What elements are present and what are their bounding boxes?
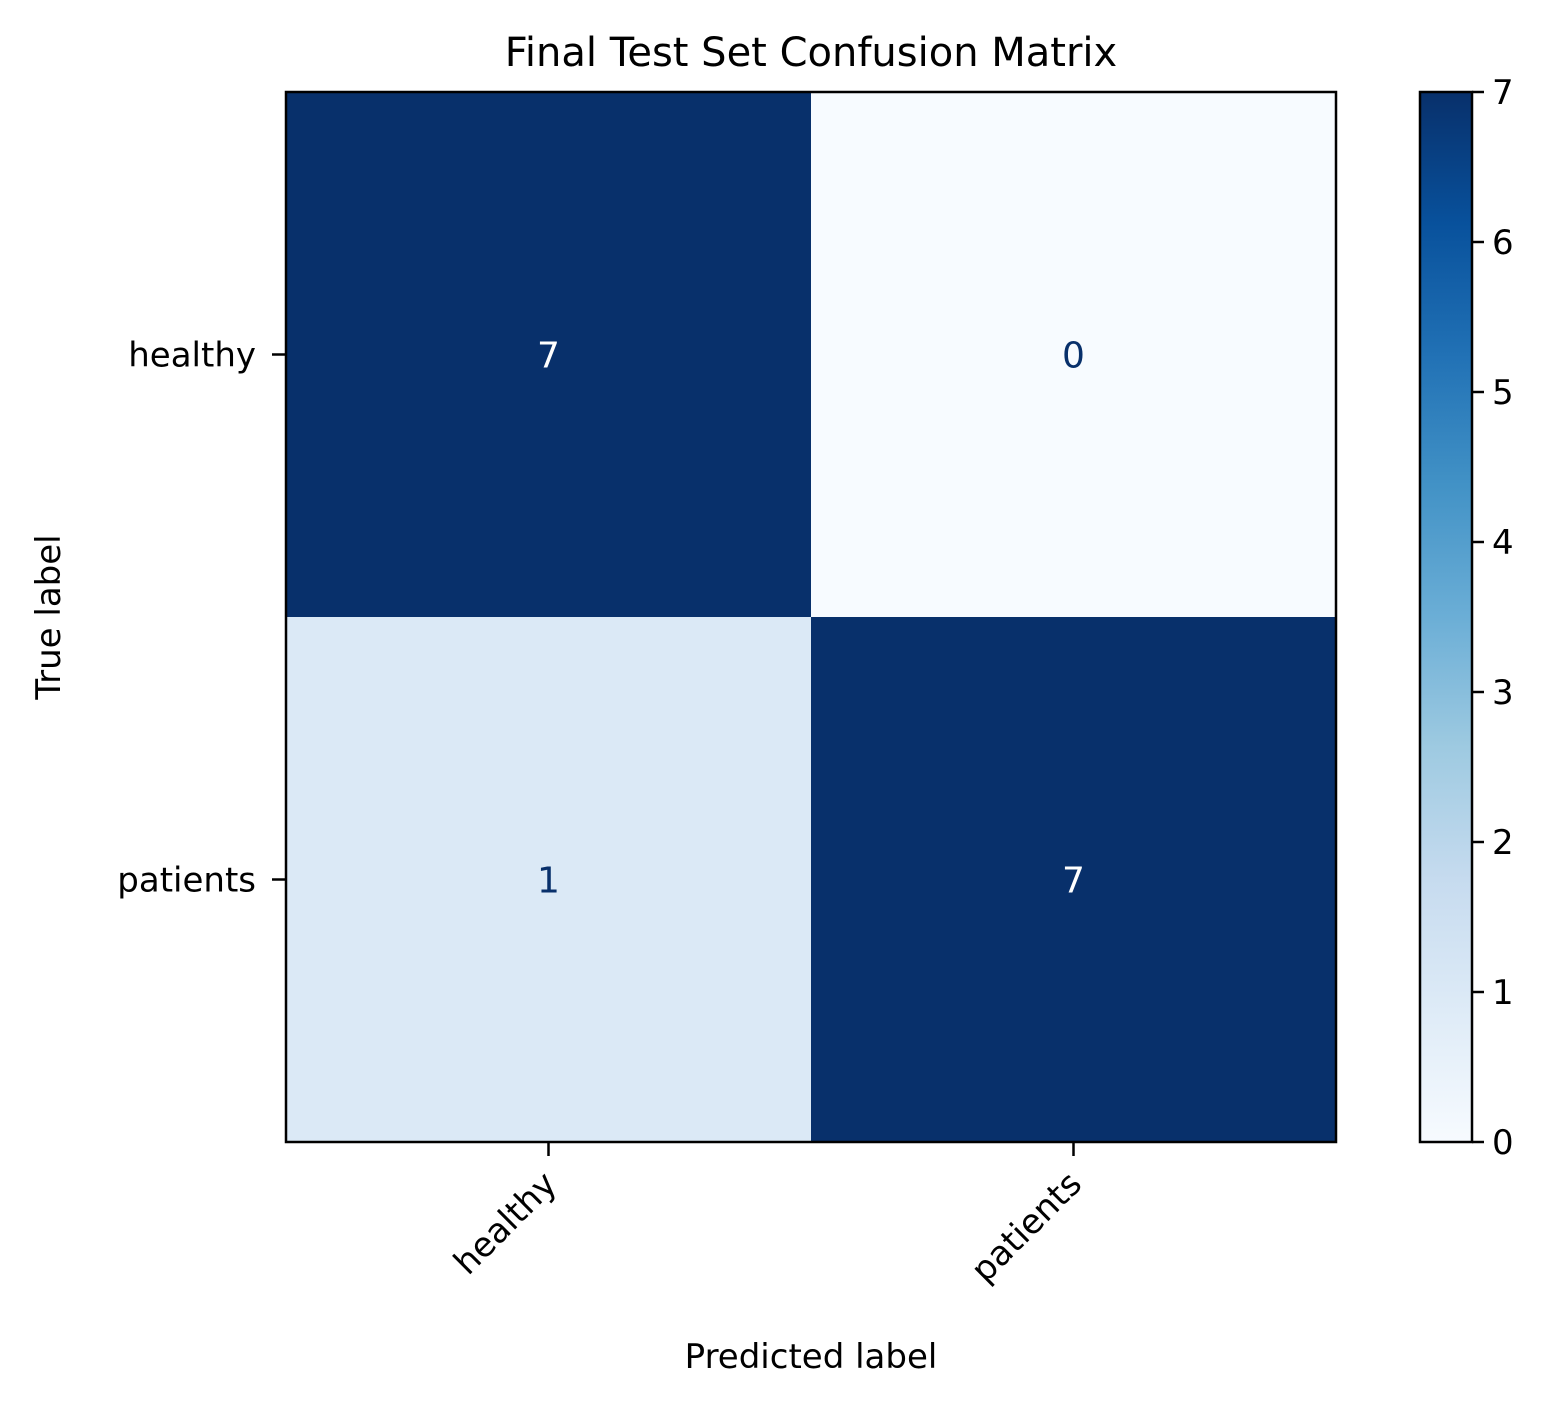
- matrix-cells: [286, 92, 1336, 1142]
- colorbar-ticks: 0 1 2 3 4 5 6 7: [1472, 73, 1514, 1163]
- x-tick-label: healthy: [446, 1164, 565, 1283]
- colorbar-tick-label: 3: [1492, 673, 1514, 713]
- colorbar-tick-label: 0: [1492, 1123, 1514, 1163]
- y-tick-label: patients: [117, 861, 256, 901]
- cell-healthy-healthy: [286, 92, 811, 617]
- x-axis-ticks: healthy patients: [446, 1142, 1090, 1290]
- chart-title: Final Test Set Confusion Matrix: [505, 30, 1117, 76]
- cell-healthy-patients: [811, 92, 1336, 617]
- matrix-frame: [284, 90, 1338, 1144]
- x-axis-label: Predicted label: [685, 1337, 938, 1377]
- y-axis-ticks: healthy patients: [117, 336, 286, 901]
- colorbar-tick-label: 5: [1492, 373, 1514, 413]
- y-tick-label: healthy: [128, 336, 256, 376]
- matrix-cell-labels: 7 0 1 7: [537, 336, 1085, 902]
- colorbar-tick-label: 1: [1492, 973, 1514, 1013]
- cell-value-label: 7: [537, 336, 560, 377]
- cell-patients-healthy: [286, 617, 811, 1142]
- colorbar-tick-label: 2: [1492, 823, 1514, 863]
- colorbar-tick-label: 4: [1492, 523, 1514, 563]
- colorbar-tick-label: 6: [1492, 223, 1514, 263]
- cell-value-label: 0: [1062, 336, 1085, 377]
- cell-value-label: 1: [537, 861, 560, 902]
- cell-patients-patients: [811, 617, 1336, 1142]
- cell-value-label: 7: [1062, 861, 1085, 902]
- colorbar-gradient: [1420, 92, 1472, 1142]
- colorbar-frame: [1418, 90, 1474, 1144]
- colorbar-tick-label: 7: [1492, 73, 1514, 113]
- x-tick-label: patients: [963, 1164, 1089, 1290]
- colorbar: 0 1 2 3 4 5 6 7: [1418, 73, 1514, 1163]
- y-axis-label: True label: [29, 534, 69, 700]
